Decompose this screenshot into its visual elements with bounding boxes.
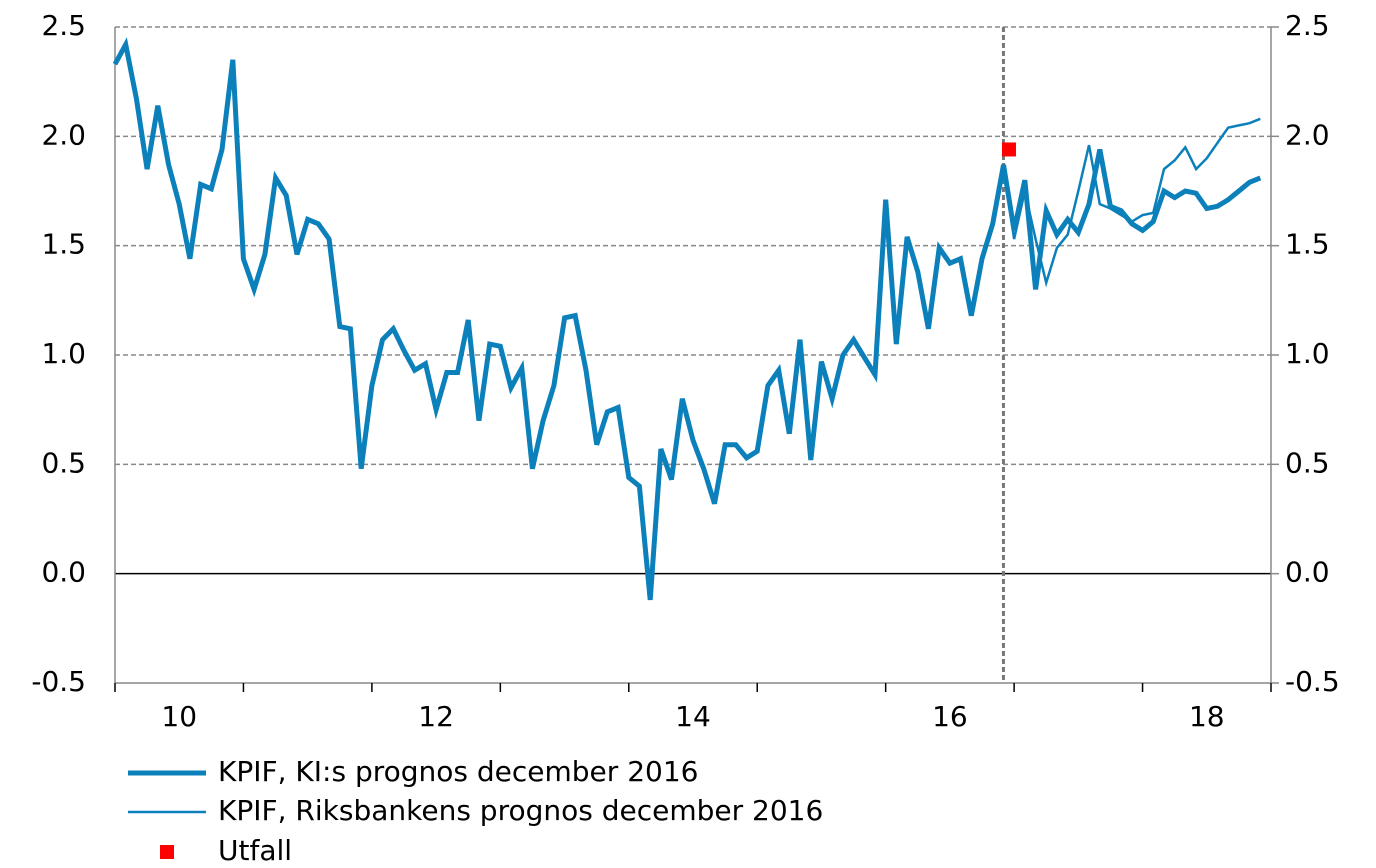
x-tick-label: 16 (932, 700, 968, 733)
x-tick-label: 12 (418, 700, 454, 733)
y2-tick-label: 1.5 (1285, 228, 1330, 261)
x-tick-label: 10 (161, 700, 197, 733)
y2-tick-label: 2.0 (1285, 118, 1330, 151)
outcome-marker (1001, 142, 1016, 157)
y2-tick-label: 0.0 (1285, 556, 1330, 589)
legend-label: KPIF, KI:s prognos december 2016 (218, 755, 698, 788)
legend-swatch (160, 845, 174, 859)
y-tick-label: 2.5 (41, 9, 86, 42)
y2-tick-label: -0.5 (1285, 665, 1340, 698)
y-tick-label: -0.5 (31, 665, 86, 698)
x-tick-label: 18 (1189, 700, 1225, 733)
y2-tick-label: 1.0 (1285, 337, 1330, 370)
legend-label: KPIF, Riksbankens prognos december 2016 (218, 794, 823, 827)
legend-label: Utfall (218, 834, 292, 867)
series-line (112, 37, 1262, 601)
y-tick-label: 0.0 (41, 556, 86, 589)
y-tick-label: 1.0 (41, 337, 86, 370)
y2-tick-label: 0.5 (1285, 446, 1330, 479)
x-tick-label: 14 (675, 700, 711, 733)
y2-tick-label: 2.5 (1285, 9, 1330, 42)
y-tick-label: 1.5 (41, 228, 86, 261)
y-tick-label: 0.5 (41, 446, 86, 479)
y-tick-label: 2.0 (41, 118, 86, 151)
